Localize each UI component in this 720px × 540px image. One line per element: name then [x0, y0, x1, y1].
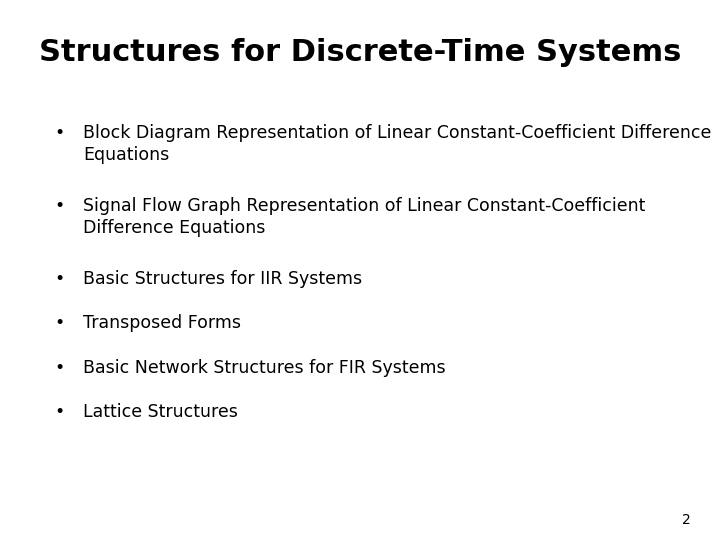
Text: Transposed Forms: Transposed Forms: [83, 314, 240, 332]
Text: •: •: [54, 270, 64, 288]
Text: Basic Structures for IIR Systems: Basic Structures for IIR Systems: [83, 270, 362, 288]
Text: Basic Network Structures for FIR Systems: Basic Network Structures for FIR Systems: [83, 359, 446, 376]
Text: Lattice Structures: Lattice Structures: [83, 403, 238, 421]
Text: •: •: [54, 314, 64, 332]
Text: •: •: [54, 359, 64, 376]
Text: Signal Flow Graph Representation of Linear Constant-Coefficient
Difference Equat: Signal Flow Graph Representation of Line…: [83, 197, 645, 237]
Text: •: •: [54, 403, 64, 421]
Text: •: •: [54, 197, 64, 215]
Text: Block Diagram Representation of Linear Constant-Coefficient Difference
Equations: Block Diagram Representation of Linear C…: [83, 124, 711, 164]
Text: Structures for Discrete-Time Systems: Structures for Discrete-Time Systems: [39, 38, 681, 67]
Text: •: •: [54, 124, 64, 142]
Text: 2: 2: [683, 512, 691, 526]
